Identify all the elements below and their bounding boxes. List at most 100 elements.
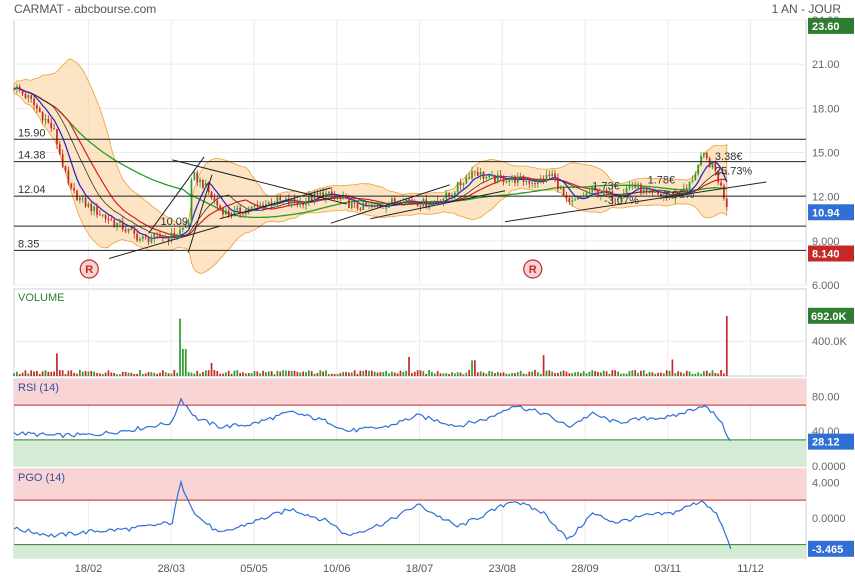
candle-body xyxy=(190,179,193,222)
candle-body xyxy=(425,199,428,208)
volume-bar xyxy=(637,372,639,376)
candle-body xyxy=(548,174,551,177)
candle-body xyxy=(528,180,531,184)
candle-body xyxy=(184,226,187,228)
volume-bar xyxy=(525,374,528,376)
volume-bar xyxy=(422,371,425,376)
trend-line xyxy=(370,190,506,220)
volume-bar xyxy=(431,371,433,376)
candle-body xyxy=(253,205,256,207)
candle-body xyxy=(239,207,242,214)
candle-body xyxy=(279,197,282,201)
pgo-y-tick: 0.0000 xyxy=(812,513,846,525)
volume-bar xyxy=(262,370,264,376)
volume-bar xyxy=(419,370,422,376)
candle-body xyxy=(419,205,422,207)
price-annotation: 1.78€ xyxy=(648,174,676,186)
candle-body xyxy=(620,196,622,199)
volume-bar xyxy=(167,373,170,376)
candle-body xyxy=(110,220,113,221)
volume-bar xyxy=(90,370,93,376)
volume-bar xyxy=(562,370,565,376)
candle-body xyxy=(276,197,279,204)
volume-bar xyxy=(325,370,327,376)
price-y-tick: 12.00 xyxy=(812,192,840,204)
volume-bar xyxy=(408,356,410,376)
volume-bar xyxy=(204,370,207,376)
candle-body xyxy=(247,209,250,211)
volume-bar xyxy=(368,370,370,376)
price-badge xyxy=(808,245,854,262)
volume-bar xyxy=(222,373,224,376)
candle-body xyxy=(388,204,390,208)
period-label[interactable]: 1 AN - JOUR xyxy=(771,2,841,16)
volume-y-tick: 400.0K xyxy=(812,336,848,348)
pgo-badge xyxy=(808,540,854,557)
x-tick-label: 11/12 xyxy=(737,563,764,575)
volume-bar xyxy=(150,372,153,376)
volume-bar xyxy=(625,373,628,376)
volume-bar xyxy=(559,371,562,376)
candle-body xyxy=(259,204,262,206)
candle-body xyxy=(67,170,70,184)
x-tick-label: 05/05 xyxy=(240,563,268,575)
candle-body xyxy=(617,198,619,200)
candle-body xyxy=(597,189,599,196)
candle-body xyxy=(233,209,236,216)
candle-body xyxy=(121,221,124,230)
candle-body xyxy=(96,206,98,215)
candle-body xyxy=(162,237,164,239)
candle-body xyxy=(502,176,505,183)
candle-body xyxy=(499,174,502,177)
volume-bar xyxy=(382,372,385,376)
candle-body xyxy=(651,189,654,192)
volume-bar xyxy=(245,373,247,376)
volume-bar xyxy=(21,372,24,376)
candle-body xyxy=(408,198,410,200)
candle-body xyxy=(714,162,717,171)
candle-body xyxy=(599,194,602,196)
volume-bar xyxy=(296,371,299,376)
volume-bar xyxy=(496,371,499,376)
candle-body xyxy=(101,215,104,216)
volume-bar xyxy=(628,371,631,376)
volume-bar xyxy=(196,370,199,376)
volume-bar xyxy=(565,371,568,376)
rsi-y-tick: 0.0000 xyxy=(812,461,846,473)
volume-bar xyxy=(110,372,113,376)
trend-line xyxy=(504,181,767,223)
candle-body xyxy=(554,173,556,178)
candle-body xyxy=(156,233,158,235)
volume-bar xyxy=(187,372,190,376)
candle-body xyxy=(70,183,73,188)
volume-bar xyxy=(119,374,121,376)
candle-body xyxy=(296,202,299,205)
volume-bar xyxy=(310,371,313,376)
candle-body xyxy=(642,188,645,194)
r-marker-label: R xyxy=(85,264,93,276)
volume-bar xyxy=(622,373,625,376)
candle-body xyxy=(391,198,393,205)
candle-body xyxy=(50,122,53,129)
volume-bar xyxy=(216,371,219,376)
volume-bar xyxy=(720,370,722,376)
candle-body xyxy=(287,198,290,204)
volume-bar xyxy=(499,372,502,376)
candle-body xyxy=(614,199,617,201)
trend-line xyxy=(172,159,347,205)
candle-body xyxy=(542,178,545,181)
candle-body xyxy=(325,193,327,198)
candle-body xyxy=(511,176,513,180)
volume-bar xyxy=(528,371,531,376)
x-tick-label: 28/09 xyxy=(571,563,599,575)
volume-bar xyxy=(93,371,96,376)
price-annotation: 10.09 xyxy=(161,216,189,228)
volume-bar xyxy=(136,373,138,376)
volume-badge-label: 692.0K xyxy=(811,311,847,323)
volume-bar xyxy=(554,372,556,376)
volume-bar xyxy=(99,373,101,376)
volume-bar xyxy=(104,372,107,376)
candle-body xyxy=(293,199,296,203)
volume-bar xyxy=(514,373,516,376)
volume-bar xyxy=(144,373,147,376)
